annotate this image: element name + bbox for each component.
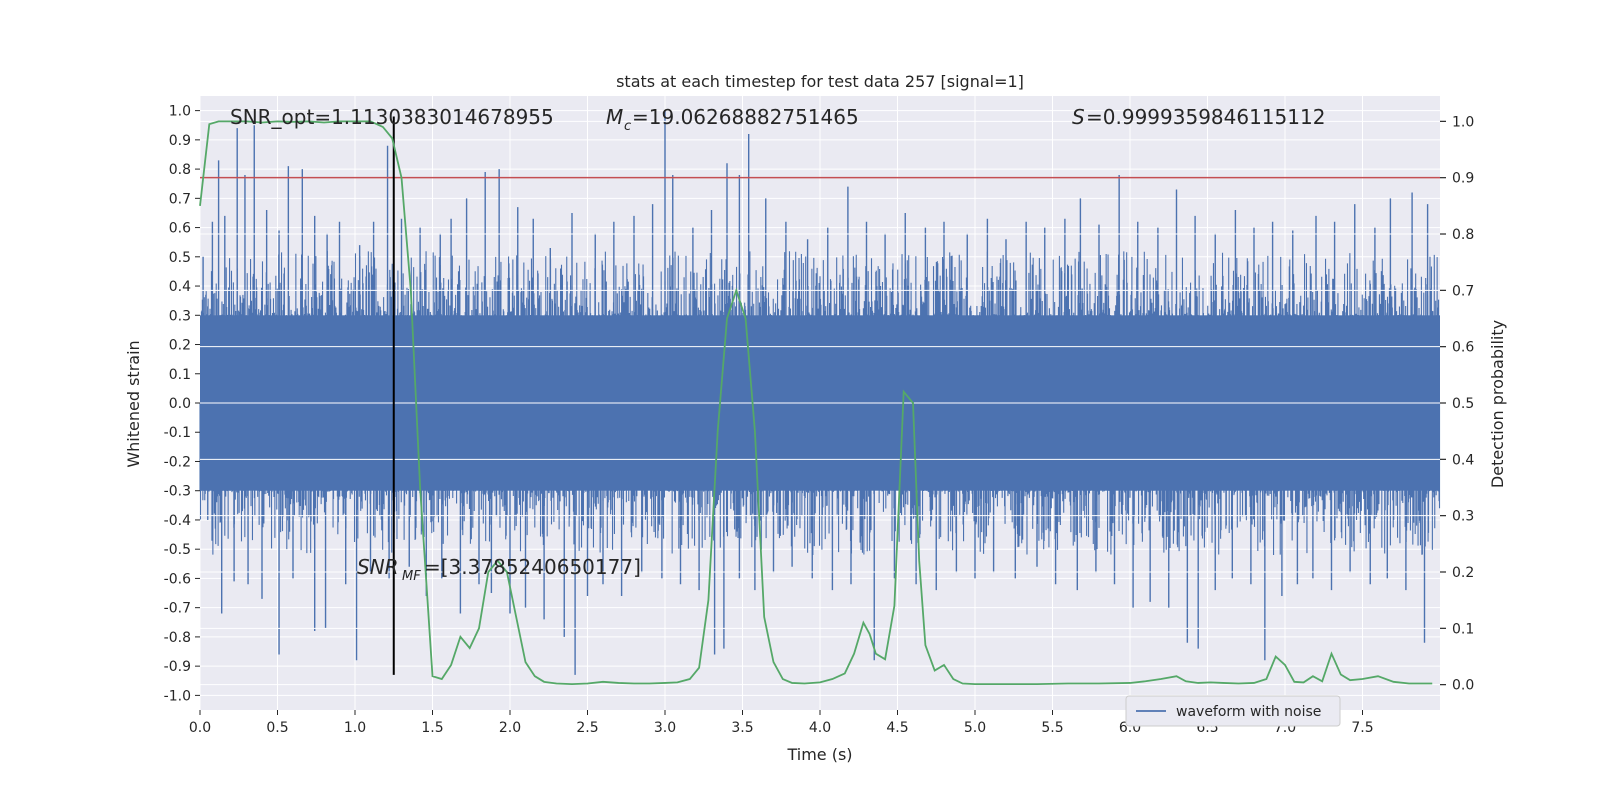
y2-tick-label: 0.8 xyxy=(1452,227,1474,243)
y2-tick-label: 0.2 xyxy=(1452,565,1474,581)
y2-tick-label: 0.1 xyxy=(1452,621,1474,637)
chart-title: stats at each timestep for test data 257… xyxy=(616,72,1024,91)
y-tick-label: -0.2 xyxy=(164,454,191,470)
y2-tick-label: 0.5 xyxy=(1452,396,1474,412)
y2-tick-label: 0.0 xyxy=(1452,678,1474,694)
y-tick-label: -0.8 xyxy=(164,630,191,646)
y2-tick-label: 0.7 xyxy=(1452,283,1474,299)
y2-tick-labels: 1.0 0.9 0.8 0.7 0.6 0.5 0.4 0.3 0.2 0.1 0.0 xyxy=(1440,114,1474,694)
svg-text:c: c xyxy=(624,119,631,134)
x-tick-label: 4.0 xyxy=(809,720,831,736)
svg-text:MF: MF xyxy=(402,569,421,584)
y-tick-label: 0.8 xyxy=(169,162,191,178)
svg-text:S: S xyxy=(1072,105,1085,129)
x-tick-label: 0.0 xyxy=(189,720,211,736)
detection-probability-line xyxy=(199,120,1433,685)
x-tick-label: 1.5 xyxy=(421,720,443,736)
y-tick-label: 0.5 xyxy=(169,250,191,266)
x-tick-label: 7.5 xyxy=(1351,720,1373,736)
x-tick-label: 3.0 xyxy=(654,720,676,736)
svg-text:SNR: SNR xyxy=(357,555,399,579)
x-tick-label: 3.5 xyxy=(731,720,753,736)
legend: waveform with noise xyxy=(1125,695,1341,727)
x-tick-label: 2.0 xyxy=(499,720,521,736)
x-tick-label: 5.5 xyxy=(1041,720,1063,736)
y-tick-label: 1.0 xyxy=(169,104,191,120)
svg-text:M: M xyxy=(606,105,623,129)
x-tick-label: 2.5 xyxy=(576,720,598,736)
y-tick-label: -1.0 xyxy=(164,688,191,704)
y-tick-label: 0.9 xyxy=(169,133,191,149)
svg-text:=19.06268882751465: =19.06268882751465 xyxy=(632,105,859,129)
y-tick-label: -0.7 xyxy=(164,601,191,617)
grid-right-axis xyxy=(200,120,1440,686)
y-tick-label: 0.3 xyxy=(169,308,191,324)
y-tick-labels: 1.0 0.9 0.8 0.7 0.6 0.5 0.4 0.3 0.2 0.1 0.0 -0.1 -0.… xyxy=(164,104,200,704)
y-tick-label: 0.2 xyxy=(169,338,191,354)
y-tick-label: 0.6 xyxy=(169,221,191,237)
y-tick-label: -0.4 xyxy=(164,513,191,529)
y-tick-label: -0.9 xyxy=(164,659,191,675)
x-tick-label: 5.0 xyxy=(964,720,986,736)
y2-tick-label: 0.4 xyxy=(1452,452,1474,468)
x-tick-label: 1.0 xyxy=(344,720,366,736)
x-axis-label: Time (s) xyxy=(786,745,852,764)
x-tick-label: 4.5 xyxy=(886,720,908,736)
y2-axis-label: Detection probability xyxy=(1488,320,1507,488)
y2-tick-label: 1.0 xyxy=(1452,114,1474,130)
y-tick-label: -0.1 xyxy=(164,425,191,441)
y-tick-label: -0.5 xyxy=(164,542,191,558)
y-tick-label: 0.1 xyxy=(169,367,191,383)
y-tick-label: 0.4 xyxy=(169,279,191,295)
y-tick-label: 0.0 xyxy=(169,396,191,412)
x-tick-labels: 0.0 0.5 1.0 1.5 2.0 2.5 3.0 3.5 4.0 4.5 5.0 5.5 6.0 6… xyxy=(189,710,1374,736)
y-tick-label: -0.3 xyxy=(164,484,191,500)
x-tick-label: 0.5 xyxy=(266,720,288,736)
annotation-snr-mf: SNR MF =[3.3785240650177] xyxy=(357,555,641,584)
y2-tick-label: 0.6 xyxy=(1452,340,1474,356)
y-tick-label: -0.6 xyxy=(164,571,191,587)
svg-text:=0.9999359846115112: =0.9999359846115112 xyxy=(1086,105,1325,129)
legend-label: waveform with noise xyxy=(1176,704,1321,720)
y2-tick-label: 0.3 xyxy=(1452,509,1474,525)
y2-tick-label: 0.9 xyxy=(1452,171,1474,187)
y-axis-label: Whitened strain xyxy=(124,340,143,467)
annotation-s: S =0.9999359846115112 xyxy=(1072,105,1325,129)
annotation-snr-opt: SNR_opt=1.1130383014678955 xyxy=(230,105,554,129)
y-tick-label: 0.7 xyxy=(169,191,191,207)
svg-text:=[3.3785240650177]: =[3.3785240650177] xyxy=(424,555,641,579)
annotation-mc: M c =19.06268882751465 xyxy=(606,105,859,134)
